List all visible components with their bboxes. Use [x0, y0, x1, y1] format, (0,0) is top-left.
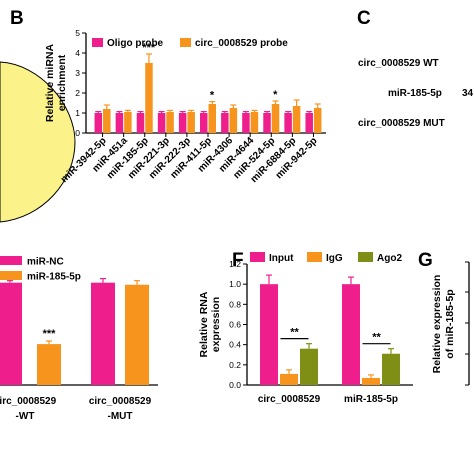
chart-f-ytick-label: 0.4: [229, 340, 241, 350]
chart-e: circ_0008529 -WT circ_0008529 -MUT *** miR-NC…: [0, 256, 158, 422]
chart-g-ylabel: Relative expressionof miR-185-5p: [431, 275, 456, 374]
chart-e-legend-label: miR-NC: [27, 257, 64, 268]
chart-e-significance: ***: [43, 328, 57, 340]
chart-f: 0.0 0.2 0.4 0.6 0.8 1.0 1.2 Relative RNAexpress…: [198, 252, 413, 405]
chart-b-bar: [313, 108, 322, 133]
panel-letter-g: G: [418, 250, 433, 271]
chart-b-bar: [292, 106, 301, 133]
chart-b-bar: [284, 113, 292, 133]
chart-b-bar: [208, 104, 216, 133]
chart-f-bar: [260, 284, 278, 385]
chart-f-ylabel: Relative RNAexpression: [198, 291, 222, 357]
chart-b-bar: [263, 113, 271, 133]
panel-a-yellow-disc: [0, 61, 76, 223]
chart-b-bar: [157, 113, 166, 133]
chart-f-bar: [382, 353, 400, 385]
chart-f-legend-label: Input: [269, 253, 294, 264]
chart-f-significance: **: [290, 327, 299, 339]
chart-b-ytick-label: 5: [75, 28, 80, 38]
chart-b-bar: [221, 113, 229, 133]
chart-f-significance: **: [372, 332, 381, 344]
chart-b-bar: [187, 112, 195, 133]
chart-b-bar: [94, 113, 103, 133]
chart-b-ylabel: Relative miRNAenrichment: [44, 43, 68, 122]
chart-f-legend-label: Ago2: [377, 253, 402, 264]
chart-f-legend-swatch: [307, 252, 322, 262]
chart-b-legend-swatch: [92, 38, 103, 47]
chart-f-ytick-label: 0.6: [229, 320, 241, 330]
chart-b-bar: [145, 63, 153, 133]
chart-b-legend-swatch: [180, 38, 191, 47]
panel-c-seq-fragment: 34: [462, 88, 474, 99]
chart-f-bar: [342, 284, 360, 385]
chart-b-bar: [136, 113, 145, 133]
panel-c-mut-label: circ_0008529 MUT: [358, 118, 445, 129]
chart-b-bar: [271, 104, 280, 133]
chart-e-bar: [91, 282, 115, 385]
chart-f-bar: [280, 373, 298, 385]
panel-letter-c: C: [357, 8, 371, 29]
chart-b-bar: [242, 113, 250, 133]
chart-e-xtick-label: circ_0008529 -WT: [0, 396, 57, 422]
chart-b-bar: [200, 113, 208, 133]
chart-b-ytick-label: 4: [75, 48, 80, 58]
chart-f-ytick-label: 1.0: [229, 279, 241, 289]
panel-c-wt-label: circ_0008529 WT: [358, 58, 439, 69]
chart-f-xtick-label: circ_0008529: [258, 394, 321, 405]
chart-f-ytick-label: 0.2: [229, 360, 241, 370]
chart-f-ytick-label: 0.8: [229, 299, 241, 309]
chart-e-legend-swatch: [0, 256, 22, 265]
chart-f-ytick-label: 0.0: [229, 380, 241, 390]
chart-f-bar: [362, 377, 380, 385]
chart-b-significance: *: [210, 90, 215, 102]
panel-c-mir-label: miR-185-5p: [388, 88, 442, 99]
chart-e-bar: [125, 284, 149, 385]
chart-f-legend-label: IgG: [326, 253, 343, 264]
chart-b-bar: [166, 112, 174, 133]
chart-b-bar: [103, 109, 111, 133]
chart-e-legend-label: miR-185-5p: [27, 272, 81, 283]
chart-b-ytick-label: 2: [75, 88, 80, 98]
chart-b-bar: [124, 112, 132, 133]
chart-b-ytick-label: 1: [75, 108, 80, 118]
panel-letter-f: F: [232, 250, 244, 271]
chart-b-bar: [305, 113, 313, 133]
chart-f-ytick-label: 1.2: [229, 259, 241, 269]
panel-letter-b: B: [10, 8, 24, 29]
chart-b-ytick-label: 3: [75, 68, 80, 78]
chart-e-legend-swatch: [0, 271, 22, 280]
chart-g: Relative expressionof miR-185-5p: [431, 261, 470, 386]
chart-f-xtick-label: miR-185-5p: [344, 394, 398, 405]
chart-b-bar: [250, 112, 259, 133]
chart-f-legend-swatch: [358, 252, 373, 262]
chart-b-bar: [178, 113, 187, 133]
chart-f-legend-swatch: [250, 252, 265, 262]
chart-e-xtick-label: circ_0008529 -MUT: [89, 396, 152, 422]
chart-b-significance: *: [273, 89, 278, 101]
chart-b-ytick-label: 0: [75, 128, 80, 138]
chart-b-bar: [115, 113, 124, 133]
chart-e-bar: [37, 344, 61, 385]
chart-e-bar: [0, 282, 22, 385]
chart-f-bar: [300, 348, 318, 385]
chart-b-bar: [229, 108, 238, 133]
chart-b-significance: ***: [142, 42, 156, 54]
chart-b-legend-label: circ_0008529 probe: [195, 38, 288, 49]
chart-b-legend-label: Oligo probe: [107, 38, 164, 49]
